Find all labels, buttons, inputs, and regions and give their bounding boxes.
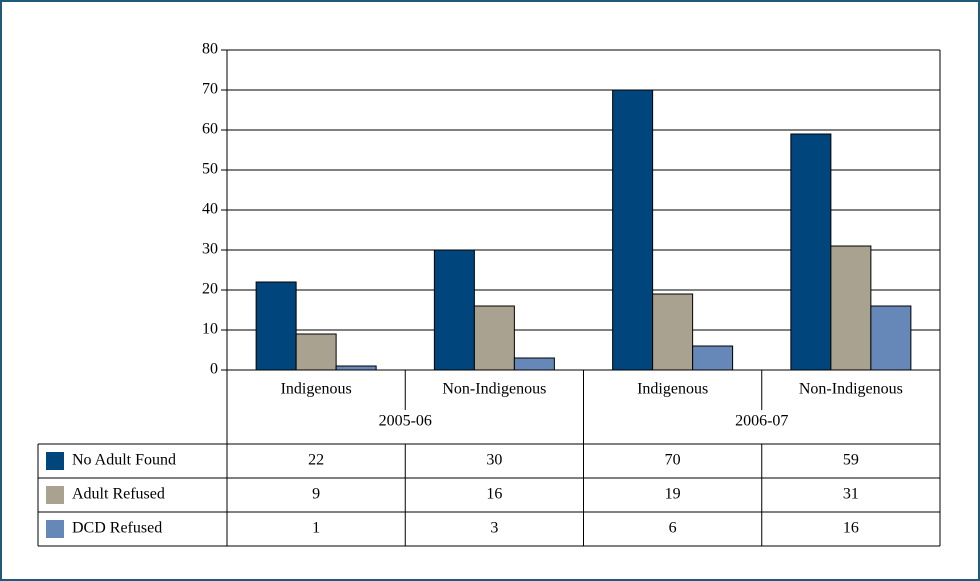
- x-tick-label: Indigenous: [281, 381, 352, 398]
- bar: [513, 357, 555, 371]
- bar: [692, 345, 734, 371]
- y-tick-label: 20: [202, 281, 218, 298]
- legend-swatch: [46, 520, 64, 538]
- table-value: 70: [665, 452, 681, 469]
- bar: [335, 365, 377, 371]
- legend-label: DCD Refused: [72, 520, 162, 537]
- table-value: 30: [486, 452, 502, 469]
- table-value: 6: [669, 520, 677, 537]
- legend-swatch: [46, 452, 64, 470]
- y-tick-label: 60: [202, 121, 218, 138]
- bar: [790, 133, 832, 371]
- bar: [295, 333, 337, 371]
- y-tick-label: 30: [202, 241, 218, 258]
- x-tick-label: Non-Indigenous: [442, 381, 546, 398]
- table-value: 22: [308, 452, 324, 469]
- table-value: 59: [843, 452, 859, 469]
- table-value: 9: [312, 486, 320, 503]
- table-value: 16: [486, 486, 502, 503]
- bar: [612, 89, 654, 371]
- bar: [255, 281, 297, 371]
- table-value: 16: [843, 520, 859, 537]
- x-tick-label: Indigenous: [637, 381, 708, 398]
- table-value: 31: [843, 486, 859, 503]
- x-tick-label: Non-Indigenous: [799, 381, 903, 398]
- bar: [433, 249, 475, 371]
- y-tick-label: 80: [202, 41, 218, 58]
- bar: [652, 293, 694, 371]
- legend-label: No Adult Found: [72, 452, 176, 469]
- y-tick-label: 10: [202, 321, 218, 338]
- table-value: 1: [312, 520, 320, 537]
- bar: [473, 305, 515, 371]
- bar: [870, 305, 912, 371]
- y-tick-label: 70: [202, 81, 218, 98]
- legend-swatch: [46, 486, 64, 504]
- group-label: 2005-06: [379, 413, 432, 430]
- group-label: 2006-07: [735, 413, 788, 430]
- legend-label: Adult Refused: [72, 486, 165, 503]
- table-value: 19: [665, 486, 681, 503]
- y-tick-label: 40: [202, 201, 218, 218]
- y-tick-label: 50: [202, 161, 218, 178]
- y-tick-label: 0: [210, 361, 218, 378]
- bar: [830, 245, 872, 371]
- table-value: 3: [490, 520, 498, 537]
